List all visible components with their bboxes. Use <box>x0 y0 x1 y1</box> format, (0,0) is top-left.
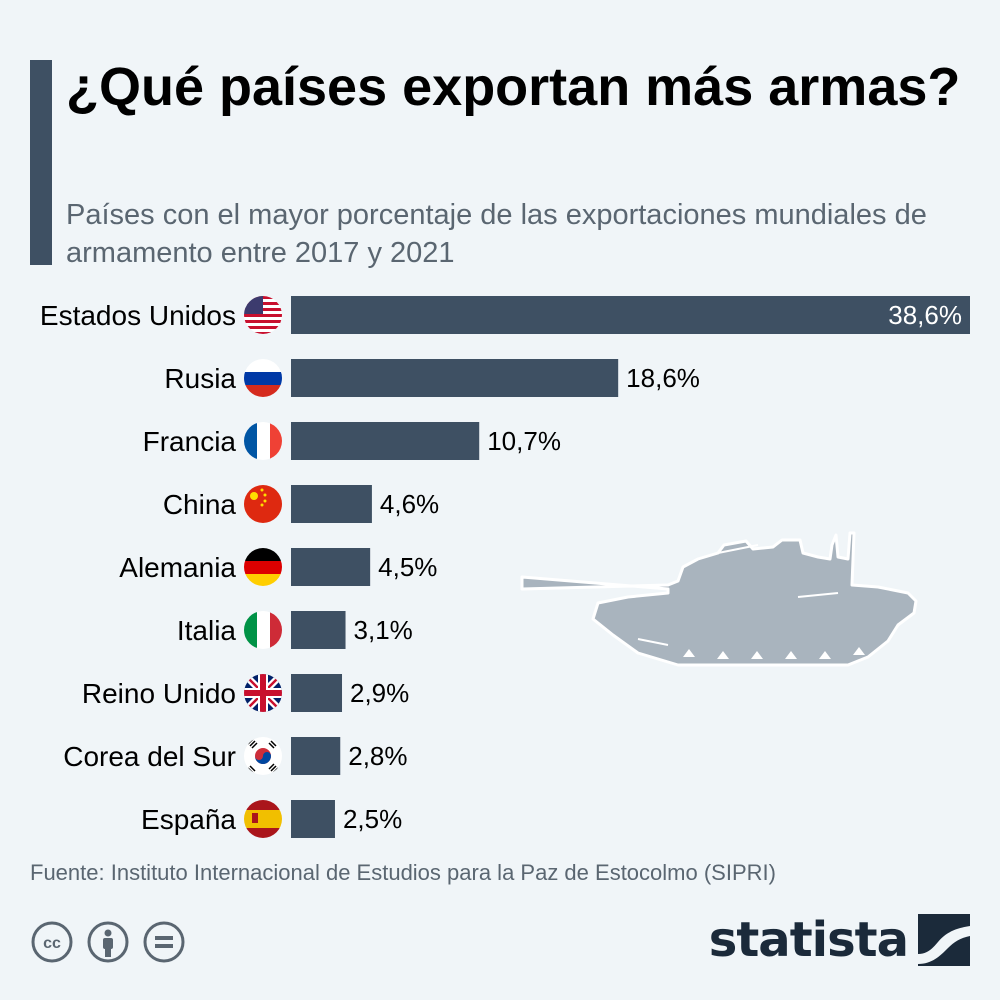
bar <box>291 422 480 460</box>
bar <box>291 485 372 523</box>
us-flag-icon <box>244 296 282 334</box>
bar <box>291 548 371 586</box>
value-label: 10,7% <box>487 426 561 456</box>
category-label: China <box>163 489 237 520</box>
value-label: 3,1% <box>354 615 413 645</box>
bar <box>291 611 346 649</box>
source-note: Fuente: Instituto Internacional de Estud… <box>30 860 776 885</box>
russia-flag-icon <box>244 359 282 397</box>
bar <box>291 359 619 397</box>
value-label: 18,6% <box>626 363 700 393</box>
value-label: 2,5% <box>343 804 402 834</box>
brand-name[interactable]: statista <box>708 912 909 968</box>
china-flag-icon <box>244 485 282 523</box>
tank-illustration <box>520 531 918 667</box>
value-label: 2,9% <box>350 678 409 708</box>
statista-logo-icon[interactable] <box>918 914 970 966</box>
france-flag-icon <box>244 422 282 460</box>
license-icons: cc <box>30 920 186 964</box>
italy-flag-icon <box>244 611 282 649</box>
bar <box>291 296 970 334</box>
bar <box>291 737 341 775</box>
south-korea-flag-icon <box>244 737 282 775</box>
category-label: España <box>141 804 236 835</box>
category-label: Reino Unido <box>82 678 236 709</box>
germany-flag-icon <box>244 548 282 586</box>
no-derivatives-icon[interactable] <box>142 920 186 964</box>
attribution-icon[interactable] <box>86 920 130 964</box>
svg-text:cc: cc <box>43 935 61 952</box>
value-label: 38,6% <box>888 300 962 330</box>
chart-title: ¿Qué países exportan más armas? <box>66 57 961 117</box>
bar <box>291 674 343 712</box>
cc-icon[interactable]: cc <box>30 920 74 964</box>
category-label: Rusia <box>164 363 236 394</box>
spain-flag-icon <box>244 800 282 838</box>
chart-subtitle: Países con el mayor porcentaje de las ex… <box>66 199 927 269</box>
category-label: Estados Unidos <box>40 300 236 331</box>
bar <box>291 800 335 838</box>
brand: statista <box>709 912 970 968</box>
bar-chart: Estados Unidos Rusia Francia China Alemania I… <box>40 296 970 838</box>
category-label: Alemania <box>119 552 236 583</box>
category-label: Corea del Sur <box>63 741 236 772</box>
category-label: Francia <box>143 426 237 457</box>
value-label: 4,6% <box>380 489 439 519</box>
category-label: Italia <box>177 615 237 646</box>
value-label: 4,5% <box>378 552 437 582</box>
title-accent-bar <box>30 60 52 265</box>
value-label: 2,8% <box>348 741 407 771</box>
uk-flag-icon <box>244 674 282 712</box>
